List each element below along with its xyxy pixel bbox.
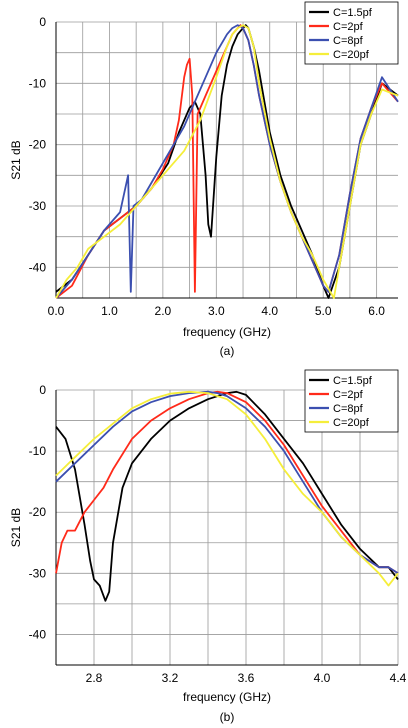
chart-a-series-line-3	[55, 24, 399, 299]
chart-a-y-tick-label: -40	[29, 260, 47, 274]
chart-a-legend-label-3: C=20pf	[333, 49, 370, 61]
chart-b-legend-label-2: C=8pf	[333, 403, 364, 415]
chart-a-y-tick-label: -30	[29, 199, 47, 213]
chart-a-y-axis-label: S21 dB	[9, 140, 23, 179]
chart-a-legend-label-2: C=8pf	[333, 35, 364, 47]
chart-a-series-line-2	[55, 24, 399, 299]
chart-b-x-tick-label: 3.2	[162, 671, 179, 685]
chart-a-x-tick-label: 2.0	[155, 304, 172, 318]
chart-b-legend-label-1: C=2pf	[333, 389, 364, 401]
chart-a-x-tick-label: 4.0	[261, 304, 278, 318]
chart-a-x-tick-label: 5.0	[315, 304, 332, 318]
chart-b-series-line-3	[55, 390, 399, 587]
chart-a-caption: (a)	[220, 344, 235, 358]
chart-b-x-axis-label: frequency (GHz)	[183, 690, 271, 704]
chart-b-y-tick-label: 0	[39, 383, 46, 397]
chart-a-x-tick-label: 3.0	[208, 304, 225, 318]
chart-b-legend-label-3: C=20pf	[333, 417, 370, 429]
chart-a-legend-label-0: C=1.5pf	[333, 7, 373, 19]
chart-a-x-tick-label: 6.0	[368, 304, 385, 318]
chart-b-legend-label-0: C=1.5pf	[333, 375, 373, 387]
chart-b-y-tick-label: -40	[29, 627, 47, 641]
chart-b-caption: (b)	[220, 710, 235, 724]
chart-a-x-tick-label: 0.0	[48, 304, 65, 318]
chart-b-x-tick-label: 2.8	[86, 671, 103, 685]
chart-b-x-tick-label: 4.0	[314, 671, 331, 685]
chart-a-series-line-0	[55, 24, 399, 299]
chart-a-y-tick-label: 0	[39, 15, 46, 29]
chart-b-x-tick-label: 3.6	[238, 671, 255, 685]
chart-a-legend-label-1: C=2pf	[333, 21, 364, 33]
chart-a-x-tick-label: 1.0	[101, 304, 118, 318]
chart-b-x-tick-label: 4.4	[390, 671, 407, 685]
chart-b-series-line-0	[55, 390, 399, 602]
chart-b-y-tick-label: -10	[29, 444, 47, 458]
chart-a-y-tick-label: -20	[29, 138, 47, 152]
chart-b-y-axis-label: S21 dB	[9, 508, 23, 547]
chart-a-y-tick-label: -10	[29, 76, 47, 90]
chart-b-y-tick-label: -30	[29, 566, 47, 580]
chart-b-y-tick-label: -20	[29, 505, 47, 519]
chart-a-x-axis-label: frequency (GHz)	[183, 325, 271, 339]
